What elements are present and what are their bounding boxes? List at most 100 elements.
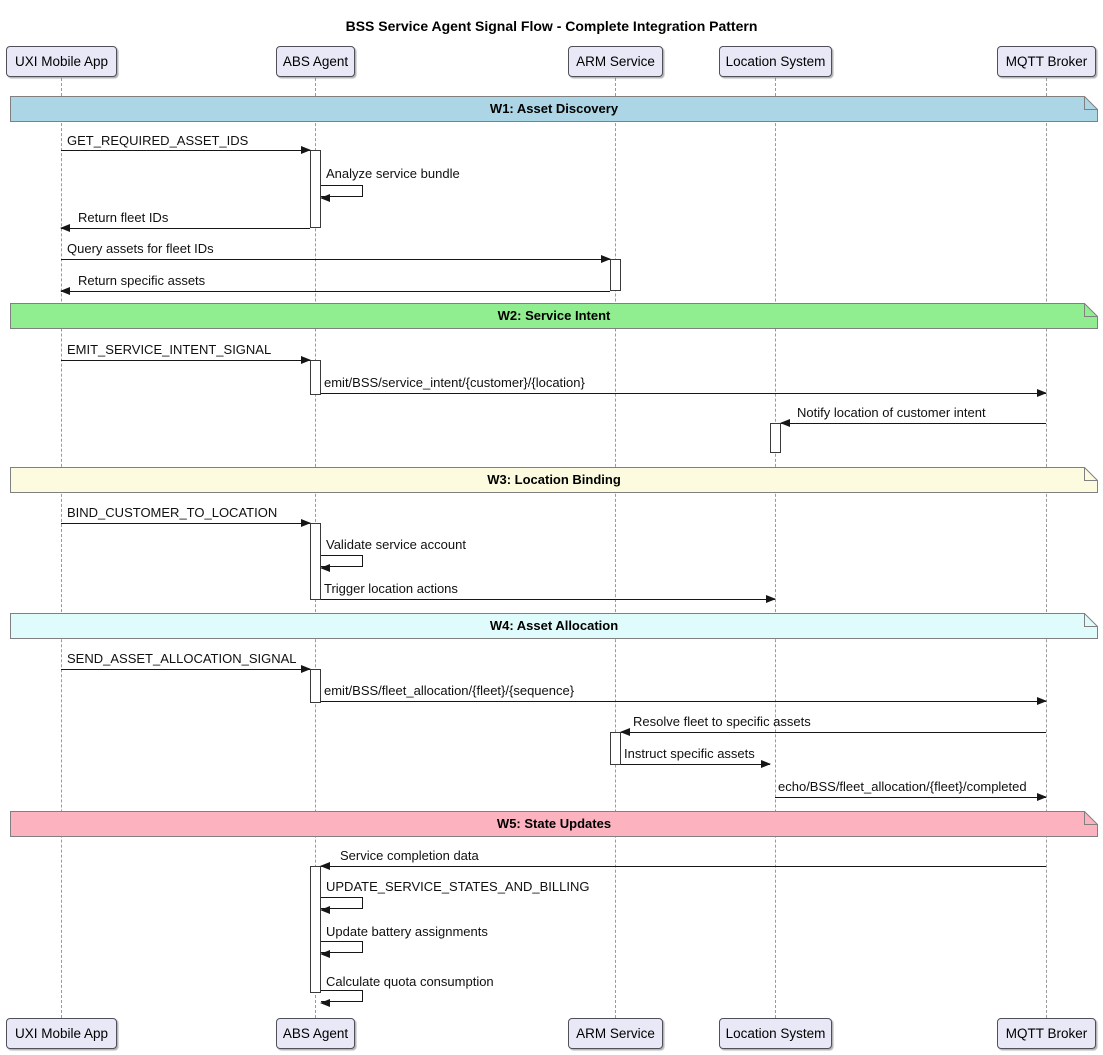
arrowhead-icon xyxy=(780,418,790,427)
message-label: Notify location of customer intent xyxy=(797,405,986,420)
message-label: Service completion data xyxy=(340,848,479,863)
message-label: Calculate quota consumption xyxy=(326,974,494,989)
lifeline-uxi-mobile-app xyxy=(61,78,62,1018)
arrowhead-icon xyxy=(60,286,70,295)
message-arrow xyxy=(320,861,1046,870)
arrowhead-icon xyxy=(761,759,771,768)
message-label: Resolve fleet to specific assets xyxy=(633,714,811,729)
arrowhead-icon xyxy=(620,727,630,736)
self-message-arrow xyxy=(320,555,363,572)
message-arrow xyxy=(61,145,311,154)
fold-corner-icon xyxy=(1084,613,1098,627)
fold-corner-icon xyxy=(1084,467,1098,481)
participant-bottom-abs-agent: ABS Agent xyxy=(276,1018,355,1049)
self-message-arrow xyxy=(320,990,363,1007)
lifeline-mqtt-broker xyxy=(1046,78,1047,1018)
fold-corner-icon xyxy=(1084,811,1098,825)
participant-top-arm-service: ARM Service xyxy=(568,46,663,77)
message-label: BIND_CUSTOMER_TO_LOCATION xyxy=(67,505,278,520)
participant-top-uxi-mobile-app: UXI Mobile App xyxy=(6,46,117,77)
message-label: emit/BSS/fleet_allocation/{fleet}/{seque… xyxy=(324,683,575,698)
arrowhead-icon xyxy=(301,145,311,154)
message-arrow xyxy=(61,355,311,364)
section-band-w2: W2: Service Intent xyxy=(10,303,1098,329)
activation-abs-w2 xyxy=(310,360,321,395)
arrowhead-icon xyxy=(301,355,311,364)
message-arrow xyxy=(620,727,1046,736)
message-label: SEND_ASSET_ALLOCATION_SIGNAL xyxy=(67,651,297,666)
message-arrow xyxy=(60,286,610,295)
self-message-arrow xyxy=(320,941,363,958)
message-arrow xyxy=(61,254,611,263)
message-arrow xyxy=(61,664,311,673)
message-arrow xyxy=(321,696,1047,705)
section-title: W3: Location Binding xyxy=(487,472,621,487)
message-arrow xyxy=(775,792,1047,801)
section-band-w4: W4: Asset Allocation xyxy=(10,613,1098,639)
arrowhead-icon xyxy=(301,664,311,673)
message-arrow xyxy=(621,759,771,768)
section-band-background xyxy=(10,467,1098,493)
message-label: Validate service account xyxy=(326,537,466,552)
activation-abs-w4 xyxy=(310,669,321,703)
section-band-background xyxy=(10,811,1098,837)
activation-abs-w3 xyxy=(310,523,321,600)
participant-bottom-uxi-mobile-app: UXI Mobile App xyxy=(6,1018,117,1049)
arrowhead-icon xyxy=(301,518,311,527)
participant-top-location-system: Location System xyxy=(719,46,832,77)
arrowhead-icon xyxy=(1037,792,1047,801)
arrowhead-icon xyxy=(601,254,611,263)
section-band-background xyxy=(10,96,1098,122)
message-arrow xyxy=(61,518,311,527)
message-label: Return fleet IDs xyxy=(78,210,169,225)
section-band-background xyxy=(10,303,1098,329)
message-arrow xyxy=(321,388,1047,397)
fold-corner-icon xyxy=(1084,96,1098,110)
message-label: EMIT_SERVICE_INTENT_SIGNAL xyxy=(67,342,272,357)
message-label: Return specific assets xyxy=(78,273,206,288)
message-arrow xyxy=(321,594,776,603)
section-title: W1: Asset Discovery xyxy=(489,101,619,116)
message-arrow xyxy=(780,418,1046,427)
self-message-arrow xyxy=(320,185,363,202)
message-label: UPDATE_SERVICE_STATES_AND_BILLING xyxy=(326,879,590,894)
message-label: GET_REQUIRED_ASSET_IDS xyxy=(67,133,249,148)
message-label: emit/BSS/service_intent/{customer}/{loca… xyxy=(324,375,585,390)
participant-top-abs-agent: ABS Agent xyxy=(276,46,355,77)
participant-bottom-location-system: Location System xyxy=(719,1018,832,1049)
message-label: Query assets for fleet IDs xyxy=(67,241,214,256)
fold-corner-icon xyxy=(1084,303,1098,317)
message-arrow xyxy=(60,223,310,232)
self-message-arrow xyxy=(320,897,363,914)
activation-abs-w1 xyxy=(310,150,321,228)
arrowhead-icon xyxy=(320,564,330,572)
lifeline-location-system xyxy=(775,78,776,1018)
activation-arm-w4 xyxy=(610,732,621,765)
section-band-w5: W5: State Updates xyxy=(10,811,1098,837)
participant-top-mqtt-broker: MQTT Broker xyxy=(997,46,1096,77)
section-band-background xyxy=(10,613,1098,639)
lifeline-arm-service xyxy=(615,78,616,1018)
arrowhead-icon xyxy=(320,999,330,1007)
activation-location-w2 xyxy=(770,423,781,453)
message-label: Update battery assignments xyxy=(326,924,488,939)
arrowhead-icon xyxy=(1037,388,1047,397)
arrowhead-icon xyxy=(320,194,330,202)
arrowhead-icon xyxy=(320,906,330,914)
activation-abs-w5 xyxy=(310,866,321,993)
arrowhead-icon xyxy=(320,950,330,958)
message-label: Analyze service bundle xyxy=(326,166,460,181)
section-title: W4: Asset Allocation xyxy=(489,618,619,633)
activation-arm-w1 xyxy=(610,259,621,291)
diagram-title: BSS Service Agent Signal Flow - Complete… xyxy=(345,18,758,34)
participant-bottom-mqtt-broker: MQTT Broker xyxy=(997,1018,1096,1049)
arrowhead-icon xyxy=(60,223,70,232)
message-label: Trigger location actions xyxy=(324,581,458,596)
section-title: W2: Service Intent xyxy=(497,308,611,323)
message-label: Instruct specific assets xyxy=(624,746,755,761)
section-title: W5: State Updates xyxy=(496,816,612,831)
section-band-w1: W1: Asset Discovery xyxy=(10,96,1098,122)
arrowhead-icon xyxy=(766,594,776,603)
message-label: echo/BSS/fleet_allocation/{fleet}/comple… xyxy=(778,779,1027,794)
